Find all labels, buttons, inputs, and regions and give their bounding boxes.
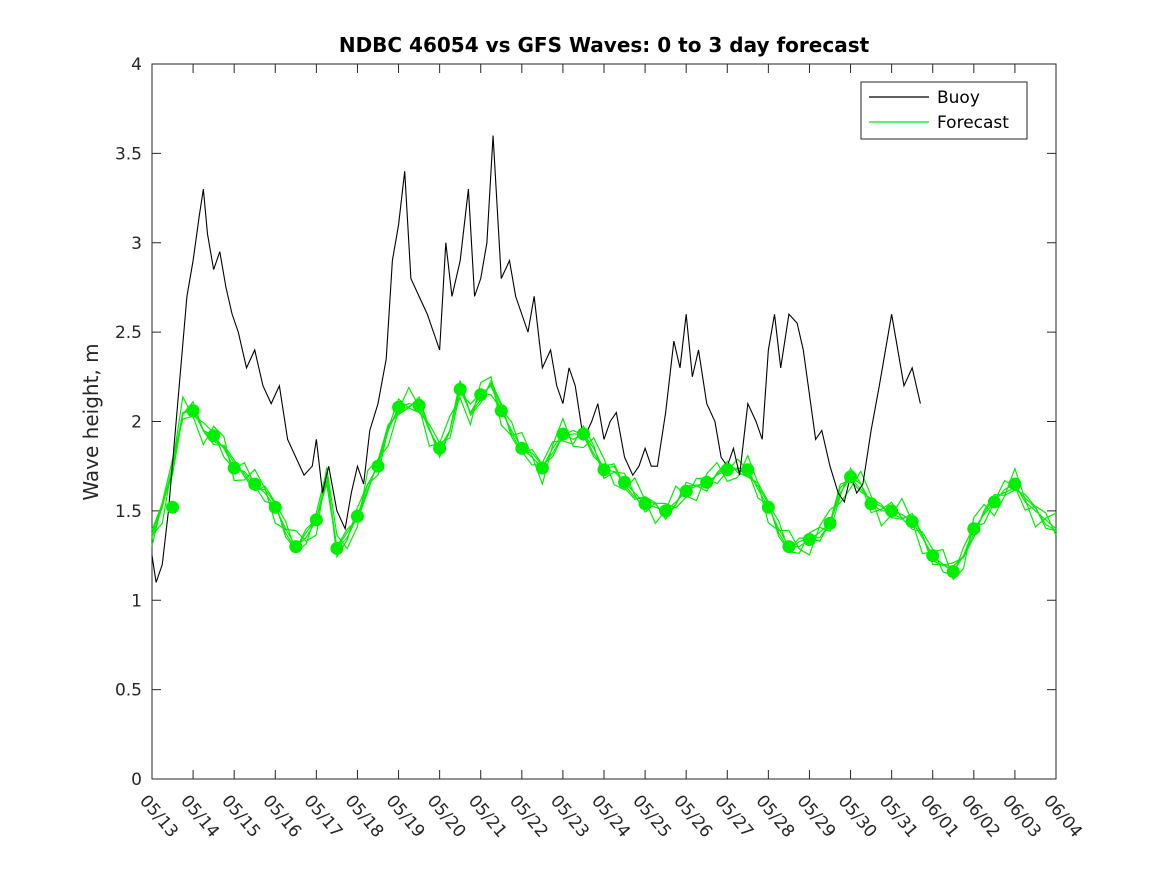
y-axis-label: Wave height, m [79, 343, 103, 500]
chart-title: NDBC 46054 vs GFS Waves: 0 to 3 day fore… [339, 33, 870, 57]
forecast-marker [186, 404, 200, 418]
forecast-marker [227, 461, 241, 475]
y-tick-label: 3 [131, 234, 142, 254]
forecast-marker [926, 549, 940, 563]
forecast-marker [720, 463, 734, 477]
forecast-marker [166, 500, 180, 514]
forecast-marker [700, 475, 714, 489]
forecast-marker [1008, 477, 1022, 491]
y-tick-label: 4 [131, 55, 142, 75]
forecast-marker [823, 516, 837, 530]
forecast-marker [309, 513, 323, 527]
legend-box [860, 81, 1028, 140]
legend-buoy-label: Buoy [937, 88, 980, 108]
y-tick-label: 1 [131, 591, 142, 611]
legend-forecast-label: Forecast [937, 113, 1009, 133]
forecast-marker [535, 461, 549, 475]
forecast-marker [289, 540, 303, 554]
y-tick-label: 0 [131, 770, 142, 790]
y-tick-label: 0.5 [115, 681, 142, 701]
forecast-marker [474, 388, 488, 402]
forecast-marker [515, 441, 529, 455]
forecast-marker [207, 429, 221, 443]
buoy-line [151, 135, 921, 583]
y-tick-label: 3.5 [115, 144, 142, 164]
y-tick-label: 2.5 [115, 323, 142, 343]
forecast-marker [350, 509, 364, 523]
forecast-marker [618, 475, 632, 489]
forecast-marker [679, 484, 693, 498]
forecast-marker [248, 477, 262, 491]
forecast-marker [433, 441, 447, 455]
legend: Buoy Forecast [860, 81, 1028, 140]
forecast-marker [659, 504, 673, 518]
forecast-marker [844, 470, 858, 484]
forecast-marker [392, 400, 406, 414]
forecast-marker [864, 497, 878, 511]
forecast-marker [412, 398, 426, 412]
forecast-marker [576, 427, 590, 441]
forecast-marker [268, 500, 282, 514]
forecast-marker [885, 504, 899, 518]
y-tick-label: 1.5 [115, 502, 142, 522]
forecast-marker [597, 463, 611, 477]
forecast-marker [782, 540, 796, 554]
forecast-marker [638, 497, 652, 511]
forecast-marker [453, 382, 467, 396]
y-tick-label: 2 [131, 413, 142, 433]
forecast-marker [987, 495, 1001, 509]
forecast-marker [967, 522, 981, 536]
forecast-marker [494, 404, 508, 418]
forecast-marker [802, 532, 816, 546]
forecast-marker [761, 500, 775, 514]
forecast-line [151, 391, 1057, 577]
forecast-marker [946, 565, 960, 579]
forecast-marker [330, 541, 344, 555]
forecast-marker [741, 463, 755, 477]
forecast-marker [905, 515, 919, 529]
forecast-marker [371, 459, 385, 473]
forecast-marker [556, 427, 570, 441]
